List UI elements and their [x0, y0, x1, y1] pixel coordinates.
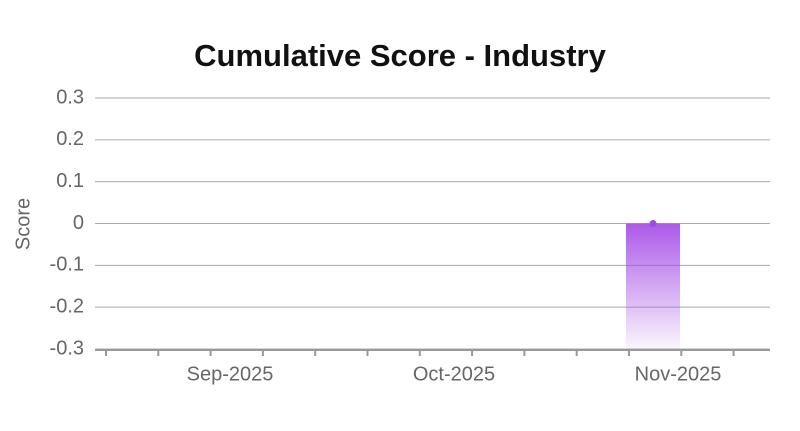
x-tick-label: Oct-2025: [413, 363, 495, 385]
y-axis-label: Score: [12, 198, 34, 250]
area-fill: [626, 223, 680, 349]
x-tick-label: Nov-2025: [635, 363, 722, 385]
y-tick-label: 0.1: [56, 170, 84, 192]
y-tick-label: 0.2: [56, 128, 84, 150]
y-tick-label: 0: [73, 212, 84, 234]
y-tick-label: 0.3: [56, 86, 84, 108]
y-tick-label: -0.1: [50, 254, 84, 276]
x-tick-label: Sep-2025: [187, 363, 274, 385]
data-point: [649, 220, 657, 227]
y-tick-label: -0.2: [50, 295, 84, 317]
y-tick-label: -0.3: [50, 337, 84, 359]
chart-title: Cumulative Score - Industry: [194, 38, 606, 73]
